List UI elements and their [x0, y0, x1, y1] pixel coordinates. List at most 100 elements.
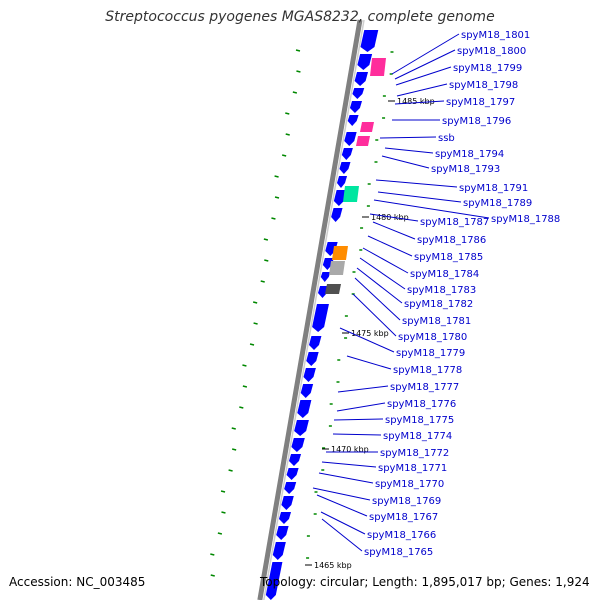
darkgray-feature: [325, 284, 341, 294]
gc-skew-mark: [221, 511, 226, 514]
gene-label: spyM18_1789: [463, 198, 532, 209]
gene-label: spyM18_1791: [459, 183, 528, 194]
gene-label: spyM18_1786: [417, 235, 486, 246]
rna-feature: [370, 58, 386, 76]
gene-leader-line: [333, 418, 384, 421]
gene-leader-line: [332, 433, 382, 436]
gene-label: spyM18_1801: [461, 30, 530, 41]
gene-leader-line: [321, 518, 363, 552]
cds-feature: [300, 384, 314, 398]
cds-feature: [309, 336, 322, 350]
gene-label: spyM18_1782: [404, 299, 473, 310]
gene-leader-line: [381, 155, 430, 169]
cds-feature: [336, 176, 348, 188]
gc-skew-mark: [253, 322, 258, 325]
gene-label: spyM18_1794: [435, 149, 504, 160]
genome-backbone: [257, 19, 363, 600]
gc-skew-mark: [231, 427, 236, 430]
cds-feature: [341, 148, 353, 160]
gene-label: spyM18_1770: [375, 479, 444, 490]
gc-skew-mark: [274, 196, 280, 199]
gene-label: spyM18_1772: [380, 448, 449, 459]
cds-feature: [284, 482, 297, 494]
gene-label: spyM18_1766: [367, 530, 436, 541]
rna-feature: [360, 122, 374, 132]
gene-leader-line: [367, 235, 413, 257]
gene-leader-line: [346, 355, 392, 370]
cds-feature: [325, 242, 338, 256]
cds-feature: [344, 132, 357, 146]
cds-feature: [303, 368, 316, 382]
gene-leader-line: [377, 191, 462, 203]
cds-feature: [276, 526, 289, 540]
cds-feature: [312, 304, 329, 332]
gc-skew-mark: [210, 553, 215, 556]
gene-label: spyM18_1787: [420, 217, 489, 228]
cds-feature: [286, 468, 299, 480]
cds-feature: [294, 420, 309, 436]
gc-skew-mark: [242, 385, 248, 388]
gc-skew-mark: [210, 574, 215, 577]
gc-skew-mark: [242, 364, 247, 367]
gene-label: spyM18_1797: [446, 97, 515, 108]
page-title: Streptococcus pyogenes MGAS8232, complet…: [105, 9, 495, 25]
cds-feature: [265, 562, 283, 600]
cds-feature: [272, 542, 286, 560]
gene-leader-line: [395, 66, 452, 86]
gene-leader-line: [369, 213, 419, 222]
gene-label: spyM18_1767: [369, 512, 438, 523]
gene-leader-line: [396, 83, 448, 97]
gene-label: spyM18_1781: [402, 316, 471, 327]
cds-feature: [339, 162, 351, 174]
kbp-tick-label: 1465 kbp: [314, 561, 352, 570]
gc-skew-mark: [264, 259, 269, 262]
gene-leader-line: [362, 247, 409, 274]
cds-feature: [354, 72, 369, 86]
cds-feature: [291, 438, 305, 452]
gene-label: spyM18_1800: [457, 46, 526, 57]
gene-label: spyM18_1775: [385, 415, 454, 426]
gene-leader-line: [339, 327, 395, 353]
gene-leader-line: [384, 147, 434, 154]
gene-leader-line: [356, 267, 403, 304]
kbp-tick-label: 1470 kbp: [331, 445, 369, 454]
cds-feature: [357, 54, 373, 70]
cds-feature: [331, 208, 343, 222]
gene-leader-line: [312, 487, 371, 501]
gene-leader-line: [318, 472, 374, 484]
gene-label: spyM18_1771: [378, 463, 447, 474]
gene-leader-line: [359, 257, 406, 290]
genome-backbone-edge: [263, 19, 365, 600]
kbp-tick-label: 1485 kbp: [397, 97, 435, 106]
gene-label: spyM18_1774: [383, 431, 452, 442]
gc-skew-mark: [220, 490, 226, 493]
kbp-tick-label: 1475 kbp: [351, 329, 389, 338]
gc-skew-mark: [296, 70, 301, 73]
mint-feature: [343, 186, 359, 202]
gene-leader-line: [373, 199, 490, 219]
gene-leader-line: [375, 179, 458, 188]
gc-skew-mark: [292, 91, 298, 94]
cds-feature: [320, 272, 331, 282]
gc-skew-mark: [274, 175, 279, 178]
gene-label: spyM18_1779: [396, 348, 465, 359]
gc-skew-mark: [281, 154, 287, 157]
gc-skew-mark: [285, 112, 290, 115]
gene-label: spyM18_1765: [364, 547, 433, 558]
gene-leader-line: [320, 511, 366, 535]
gene-label: spyM18_1783: [407, 285, 476, 296]
gene-label: spyM18_1796: [442, 116, 511, 127]
gene-leader-line: [352, 293, 397, 337]
gc-skew-mark: [285, 133, 290, 136]
cds-feature: [360, 30, 379, 52]
gray-feature: [329, 261, 345, 275]
gc-skew-mark: [263, 238, 269, 241]
accession-text: Accession: NC_003485: [9, 575, 146, 589]
cds-feature: [347, 115, 359, 126]
gene-label: spyM18_1778: [393, 365, 462, 376]
gene-leader-line: [316, 494, 368, 517]
cds-feature: [349, 101, 363, 113]
rna-feature: [356, 136, 370, 146]
cds-feature: [278, 512, 292, 524]
